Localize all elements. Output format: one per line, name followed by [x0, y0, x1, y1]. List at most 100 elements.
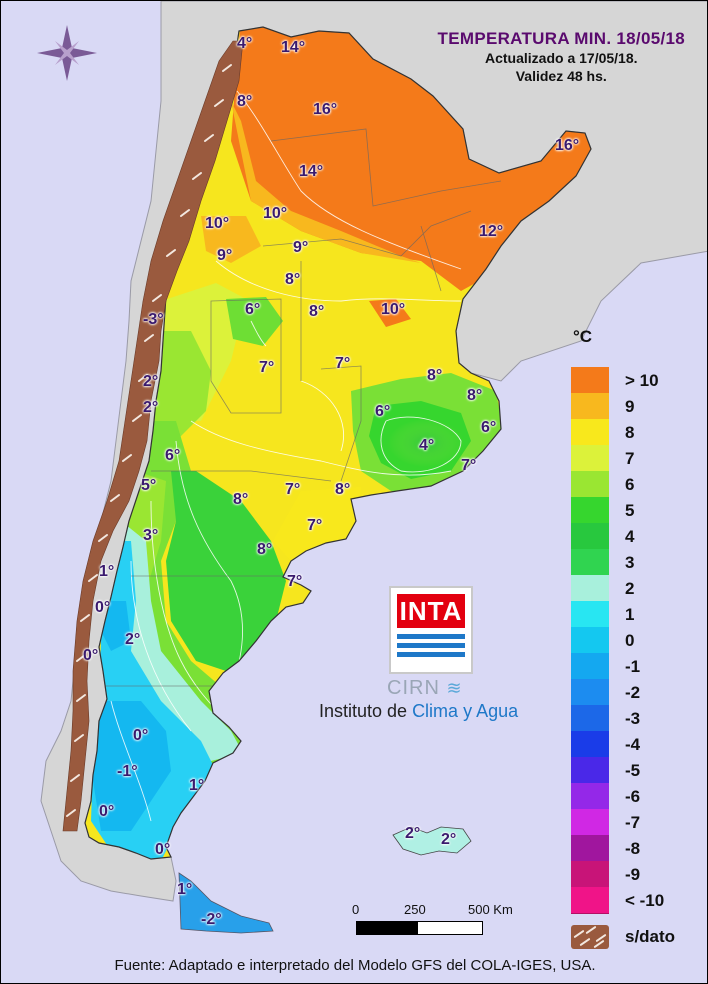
wave-icon: ≋	[446, 678, 463, 698]
temp-label: 7°	[461, 457, 477, 474]
legend-swatch	[571, 575, 609, 602]
temp-label: 0°	[133, 727, 149, 744]
temp-label: 9°	[217, 247, 233, 264]
legend-swatch	[571, 445, 609, 472]
legend-label: 4	[625, 527, 635, 546]
temp-label: 8°	[427, 367, 443, 384]
temp-label: 4°	[419, 437, 435, 454]
updated-date: Actualizado a 17/05/18.	[485, 50, 638, 66]
temp-label: 5°	[141, 477, 157, 494]
legend-swatch	[571, 887, 609, 914]
legend-label: -7	[625, 813, 641, 832]
temp-label: 6°	[481, 419, 497, 436]
legend-label: 0	[625, 631, 635, 650]
legend-swatch	[571, 419, 609, 446]
legend-label: -8	[625, 839, 641, 858]
temp-label: 0°	[83, 647, 99, 664]
legend-swatch	[571, 497, 609, 524]
legend-swatch	[571, 367, 609, 394]
temp-label: 8°	[467, 387, 483, 404]
legend-unit: °C	[573, 327, 593, 346]
temp-label: 1°	[177, 881, 193, 898]
temp-label: 2°	[143, 373, 159, 390]
scale-label-500: 500 Km	[468, 902, 513, 917]
institute-name: Instituto de Clima y Agua	[319, 701, 518, 722]
legend-label: 7	[625, 449, 635, 468]
compass-rose-icon	[37, 25, 97, 81]
legend-swatch	[571, 705, 609, 732]
cirn-logo: CIRN ≋	[387, 677, 463, 700]
legend-swatch	[571, 835, 609, 862]
temp-label: -3°	[143, 311, 164, 328]
inta-logo: INTA	[389, 586, 473, 674]
temp-label: 1°	[99, 563, 115, 580]
temp-label: 6°	[165, 447, 181, 464]
temp-label: 16°	[555, 137, 580, 154]
source-footer: Fuente: Adaptado e interpretado del Mode…	[114, 957, 596, 974]
temp-label: 9°	[293, 239, 309, 256]
temp-label: 4°	[237, 35, 253, 52]
scale-bar: 0 250 500 Km	[352, 902, 536, 942]
temp-label: -2°	[201, 911, 222, 928]
legend-swatch	[571, 679, 609, 706]
temp-label: 14°	[299, 163, 324, 180]
legend-label: > 10	[625, 371, 659, 390]
temp-label: 8°	[285, 271, 301, 288]
temp-label: 7°	[335, 355, 351, 372]
temp-label: 8°	[237, 93, 253, 110]
temp-label: 6°	[245, 301, 261, 318]
legend-label: -1	[625, 657, 641, 676]
temp-label: 0°	[155, 841, 171, 858]
temp-label: 7°	[285, 481, 301, 498]
legend-label: 6	[625, 475, 635, 494]
legend-swatch	[571, 601, 609, 628]
scale-segment-black	[356, 921, 418, 935]
scale-label-0: 0	[352, 902, 360, 917]
legend-swatch	[571, 627, 609, 654]
temp-label: 2°	[125, 631, 141, 648]
legend-swatch	[571, 549, 609, 576]
temp-label: 14°	[281, 39, 306, 56]
temp-label: 10°	[205, 215, 230, 232]
legend-label: -9	[625, 865, 641, 884]
legend-swatch	[571, 523, 609, 550]
legend-swatch	[571, 861, 609, 888]
scale-label-250: 250	[404, 902, 426, 917]
institute-highlight: Clima y Agua	[412, 701, 519, 721]
argentina-outline	[84, 26, 592, 860]
malvinas-islands	[392, 826, 472, 856]
legend-label: 2	[625, 579, 635, 598]
legend-swatch	[571, 783, 609, 810]
legend-swatch	[571, 809, 609, 836]
temp-label: 0°	[95, 599, 111, 616]
temp-label: 8°	[257, 541, 273, 558]
temp-label: 1°	[189, 777, 205, 794]
temp-label: 10°	[381, 301, 406, 318]
temp-label: 7°	[307, 517, 323, 534]
map-title: TEMPERATURA MIN. 18/05/18	[437, 29, 685, 48]
temp-label: 16°	[313, 101, 338, 118]
inta-brand: INTA	[399, 596, 463, 626]
validity: Validez 48 hs.	[515, 68, 607, 84]
map-title-block: TEMPERATURA MIN. 18/05/18 Actualizado a …	[438, 29, 685, 85]
tierra-del-fuego	[178, 872, 274, 934]
legend-swatch	[571, 731, 609, 758]
no-data-andes-band	[62, 40, 244, 832]
legend-swatch	[571, 471, 609, 498]
legend-label: -6	[625, 787, 641, 806]
no-data-texture	[66, 64, 232, 817]
no-data-label: s/dato	[625, 927, 676, 946]
temp-label: 0°	[99, 803, 115, 820]
legend-label: 5	[625, 501, 635, 520]
temp-label: -1°	[117, 763, 138, 780]
temp-label: 3°	[143, 527, 159, 544]
temp-label: 2°	[441, 831, 457, 848]
legend-label: 3	[625, 553, 635, 572]
temp-label: 2°	[405, 825, 421, 842]
temp-label: 2°	[143, 399, 159, 416]
legend-label: < -10	[625, 891, 665, 910]
temp-label: 8°	[233, 491, 249, 508]
temp-label: 6°	[375, 403, 391, 420]
